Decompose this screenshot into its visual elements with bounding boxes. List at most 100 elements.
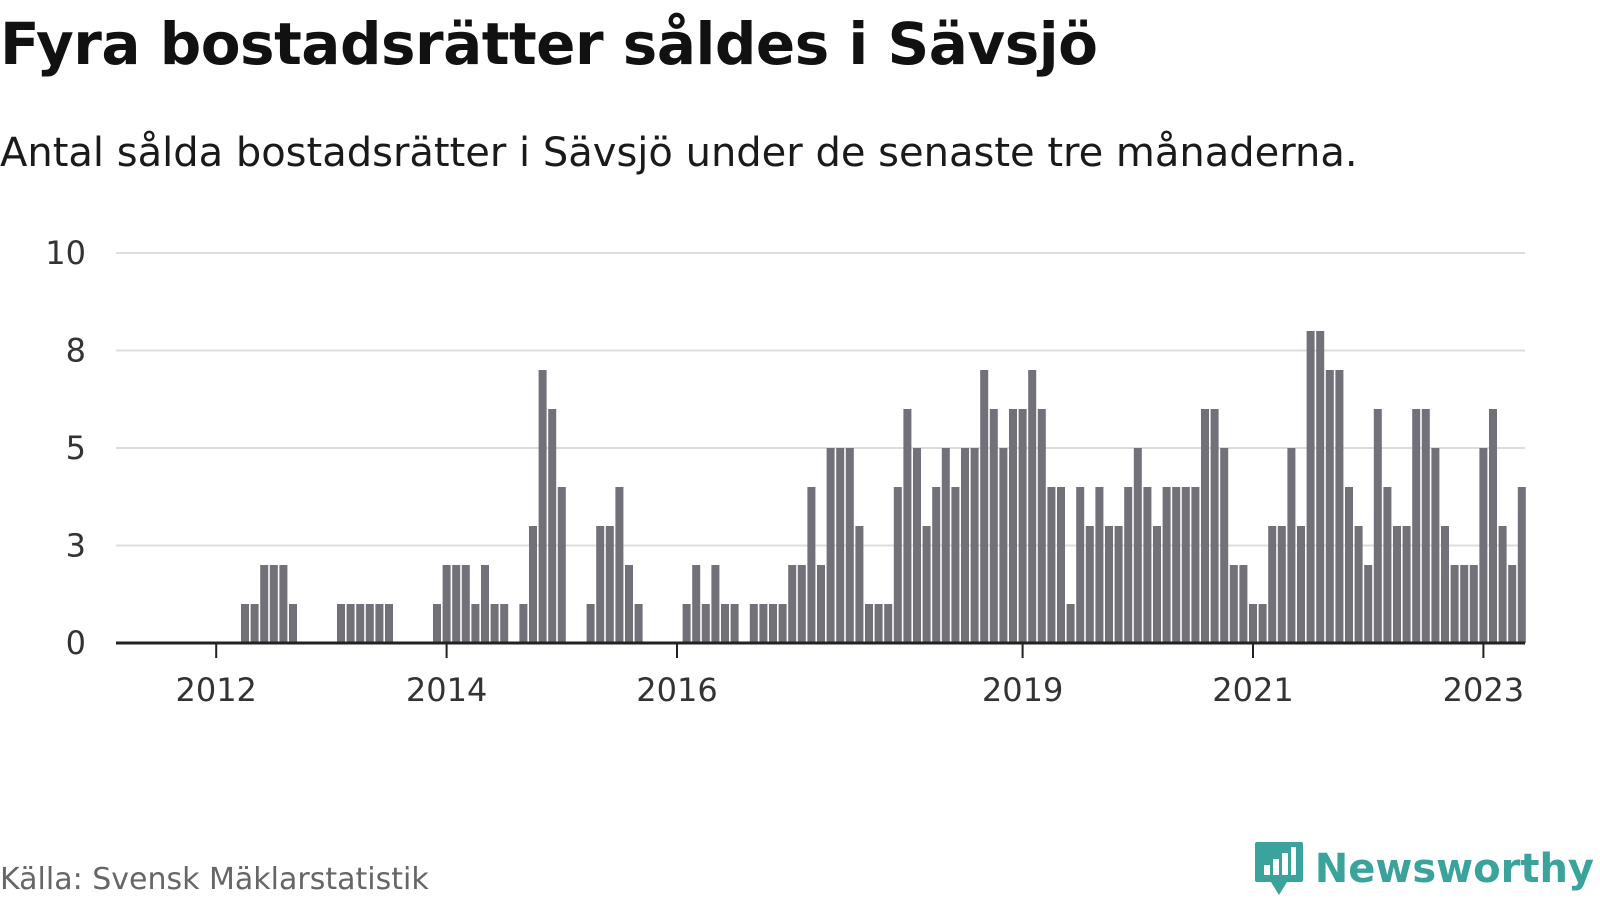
bar — [375, 604, 384, 643]
bar — [1258, 604, 1267, 643]
bar — [548, 409, 557, 643]
bar — [797, 565, 806, 643]
x-tick-label: 2023 — [1443, 671, 1524, 709]
bar — [1239, 565, 1248, 643]
bar — [1354, 526, 1363, 643]
bar — [826, 448, 835, 643]
bar — [538, 370, 547, 643]
bar — [759, 604, 768, 643]
bar — [1373, 409, 1382, 643]
y-tick-label: 3 — [66, 527, 86, 565]
bar — [913, 448, 921, 643]
bar — [634, 604, 643, 643]
bar — [1287, 448, 1296, 643]
bar — [769, 604, 777, 643]
bar — [1469, 565, 1478, 643]
bar — [1249, 604, 1257, 643]
highlight-value-label: 4 — [1521, 0, 1541, 8]
bar — [692, 565, 701, 643]
bar — [250, 604, 259, 643]
bar — [845, 448, 854, 643]
bar — [1402, 526, 1411, 643]
bar — [903, 409, 912, 643]
bar — [1421, 409, 1430, 643]
bar — [970, 448, 979, 643]
bar — [1316, 331, 1325, 643]
bar — [817, 565, 825, 643]
x-tick-label: 2014 — [406, 671, 487, 709]
bar — [730, 604, 739, 643]
bar — [356, 604, 365, 643]
bar — [557, 487, 566, 643]
bar — [1085, 526, 1094, 643]
newsworthy-logo-icon — [1254, 842, 1303, 895]
bar — [365, 604, 374, 643]
bar — [874, 604, 883, 643]
bar — [778, 604, 787, 643]
bar-chart: 0 3 5 8 10 4 2012 2014 2016 2019 2021 2023 — [45, 0, 1541, 709]
bar — [1479, 448, 1488, 643]
newsworthy-logo: Newsworthy — [1253, 840, 1594, 898]
bar — [1124, 487, 1133, 643]
bar — [855, 526, 864, 643]
y-tick-label: 0 — [66, 624, 86, 662]
bar — [1162, 487, 1171, 643]
bar — [615, 487, 624, 643]
bar — [999, 448, 1008, 643]
bar — [442, 565, 451, 643]
bar — [1393, 526, 1401, 643]
bar — [605, 526, 614, 643]
bar — [1153, 526, 1161, 643]
bar — [1095, 487, 1104, 643]
axes — [116, 641, 1525, 658]
bar — [1431, 448, 1440, 643]
bar — [682, 604, 691, 643]
bar — [1441, 526, 1449, 643]
bar — [836, 448, 845, 643]
bar — [529, 526, 537, 643]
bar — [1076, 487, 1085, 643]
bar — [941, 448, 950, 643]
bar — [269, 565, 278, 643]
bar — [1105, 526, 1113, 643]
bar — [865, 604, 873, 643]
bar — [1047, 487, 1056, 643]
bar — [1268, 526, 1277, 643]
bar — [471, 604, 480, 643]
bar — [1037, 409, 1046, 643]
bar — [701, 604, 710, 643]
bar — [989, 409, 998, 643]
bar — [385, 604, 393, 643]
bar — [1383, 487, 1392, 643]
chart-subtitle: Antal sålda bostadsrätter i Sävsjö under… — [0, 130, 1358, 176]
bar — [500, 604, 509, 643]
bar — [1028, 370, 1037, 643]
logo-text: Newsworthy — [1314, 846, 1594, 892]
bar — [1220, 448, 1229, 643]
bar — [807, 487, 816, 643]
bar — [1172, 487, 1181, 643]
bar — [1297, 526, 1305, 643]
bar — [1335, 370, 1344, 643]
bars — [241, 331, 1526, 643]
bar — [961, 448, 969, 643]
bar — [481, 565, 489, 643]
bar — [625, 565, 633, 643]
bar — [596, 526, 605, 643]
bar — [346, 604, 355, 643]
bar — [1498, 526, 1507, 643]
bar — [980, 370, 989, 643]
bar — [893, 487, 902, 643]
bar — [884, 604, 893, 643]
bar — [586, 604, 595, 643]
bar — [788, 565, 797, 643]
bar — [1181, 487, 1190, 643]
bar — [1191, 487, 1200, 643]
bar — [711, 565, 720, 643]
bar — [1345, 487, 1353, 643]
bar — [490, 604, 499, 643]
bar — [1201, 409, 1209, 643]
bar — [749, 604, 758, 643]
bar — [1133, 448, 1142, 643]
y-tick-label: 10 — [45, 234, 86, 272]
